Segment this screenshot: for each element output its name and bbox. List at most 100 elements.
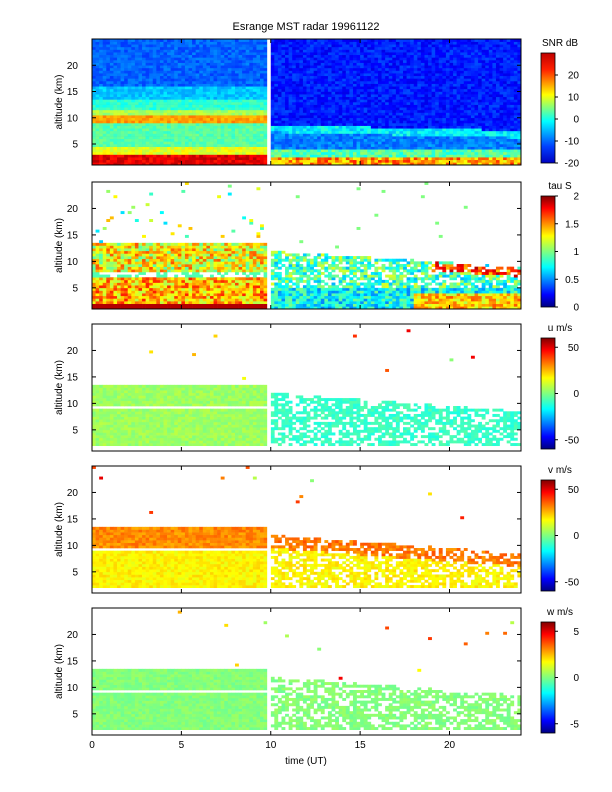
- heatmap-cell: [442, 57, 447, 61]
- heatmap-cell: [102, 130, 107, 134]
- heatmap-cell: [213, 49, 218, 53]
- heatmap-cell: [156, 44, 161, 48]
- heatmap-cell: [163, 159, 168, 163]
- heatmap-cell: [324, 141, 329, 145]
- heatmap-cell: [260, 141, 264, 145]
- heatmap-cell: [242, 149, 247, 153]
- heatmap-cell: [220, 123, 225, 126]
- heatmap-cell: [363, 73, 368, 77]
- heatmap-cell: [431, 54, 436, 58]
- heatmap-cell: [181, 115, 186, 119]
- heatmap-cell: [463, 86, 468, 90]
- heatmap-cell: [167, 81, 171, 84]
- heatmap-cell: [231, 138, 236, 142]
- heatmap-cell: [302, 117, 307, 121]
- heatmap-cell: [184, 141, 189, 145]
- heatmap-cell: [413, 54, 418, 58]
- heatmap-cell: [245, 60, 250, 63]
- heatmap-cell: [156, 62, 161, 66]
- heatmap-cell: [338, 81, 343, 84]
- heatmap-cell: [192, 52, 196, 56]
- heatmap-cell: [138, 154, 143, 158]
- heatmap-cell: [395, 44, 400, 48]
- heatmap-cell: [403, 75, 407, 79]
- heatmap-cell: [174, 157, 179, 161]
- heatmap-cell: [378, 162, 382, 166]
- heatmap-cell: [249, 128, 254, 132]
- heatmap-cell: [442, 133, 447, 137]
- heatmap-cell: [399, 128, 404, 132]
- heatmap-cell: [249, 91, 254, 95]
- heatmap-cell: [392, 115, 397, 119]
- heatmap-cell: [449, 109, 454, 113]
- heatmap-cell: [310, 162, 314, 166]
- heatmap-cell: [388, 120, 393, 124]
- heatmap-cell: [310, 133, 314, 137]
- heatmap-cell: [238, 138, 243, 142]
- heatmap-cell: [356, 151, 361, 155]
- heatmap-cell: [352, 130, 357, 134]
- heatmap-cell: [292, 88, 297, 92]
- heatmap-cell: [413, 73, 418, 77]
- heatmap-cell: [352, 88, 357, 92]
- heatmap-cell: [231, 162, 236, 166]
- heatmap-cell: [131, 62, 136, 66]
- heatmap-cell: [242, 128, 247, 132]
- heatmap-cell: [113, 136, 118, 140]
- heatmap-cell: [370, 109, 375, 113]
- heatmap-cell: [395, 81, 400, 84]
- heatmap-cell: [170, 73, 175, 77]
- heatmap-cell: [227, 146, 232, 150]
- heatmap-cell: [367, 94, 372, 98]
- heatmap-cell: [238, 44, 243, 48]
- heatmap-cell: [378, 149, 382, 153]
- heatmap-cell: [270, 104, 275, 108]
- heatmap-cell: [95, 141, 100, 145]
- heatmap-cell: [335, 62, 339, 66]
- heatmap-cell: [395, 151, 400, 155]
- heatmap-cell: [170, 52, 175, 56]
- heatmap-cell: [249, 117, 254, 121]
- heatmap-cell: [410, 78, 415, 82]
- heatmap-cell: [192, 88, 196, 92]
- heatmap-cell: [238, 60, 243, 63]
- heatmap-cell: [342, 78, 347, 82]
- heatmap-cell: [184, 104, 189, 108]
- heatmap-cell: [174, 65, 179, 69]
- heatmap-cell: [163, 120, 168, 124]
- heatmap-cell: [209, 123, 214, 126]
- heatmap-cell: [235, 157, 239, 161]
- heatmap-cell: [449, 39, 454, 42]
- heatmap-cell: [181, 81, 186, 84]
- heatmap-cell: [345, 94, 350, 98]
- heatmap-cell: [356, 112, 361, 116]
- heatmap-cell: [438, 62, 443, 66]
- heatmap-cell: [249, 144, 254, 147]
- heatmap-cell: [231, 46, 236, 50]
- heatmap-cell: [385, 157, 390, 161]
- heatmap-cell: [274, 60, 279, 63]
- heatmap-cell: [149, 120, 154, 124]
- heatmap-cell: [145, 138, 150, 142]
- heatmap-cell: [213, 91, 218, 95]
- heatmap-cell: [420, 125, 425, 129]
- heatmap-cell: [445, 88, 450, 92]
- heatmap-cell: [145, 109, 150, 113]
- heatmap-cell: [288, 46, 293, 50]
- heatmap-cell: [109, 73, 114, 77]
- heatmap-cell: [438, 133, 443, 137]
- heatmap-cell: [302, 128, 307, 132]
- heatmap-cell: [345, 112, 350, 116]
- heatmap-cell: [277, 112, 282, 116]
- heatmap-cell: [460, 109, 465, 113]
- heatmap-cell: [270, 99, 275, 103]
- heatmap-cell: [181, 117, 186, 121]
- heatmap-cell: [435, 117, 440, 121]
- heatmap-cell: [92, 159, 96, 163]
- heatmap-cell: [156, 78, 161, 82]
- heatmap-cell: [349, 115, 354, 119]
- heatmap-cell: [224, 49, 229, 53]
- heatmap-cell: [352, 60, 357, 63]
- heatmap-cell: [299, 39, 304, 42]
- heatmap-cell: [363, 107, 368, 111]
